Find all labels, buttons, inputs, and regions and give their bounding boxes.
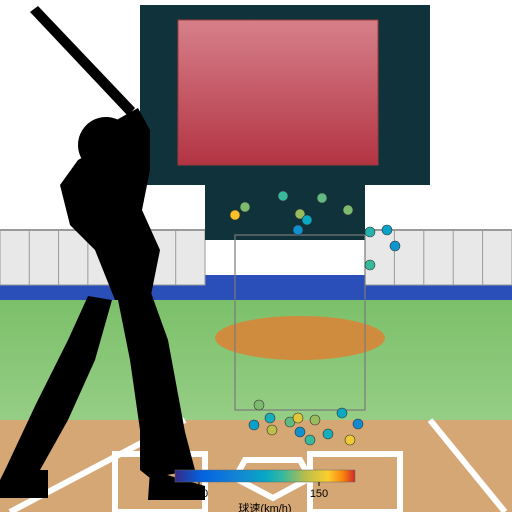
pitch-marker bbox=[310, 415, 320, 425]
pitch-marker bbox=[305, 435, 315, 445]
colorbar bbox=[175, 470, 355, 482]
pitch-marker bbox=[254, 400, 264, 410]
pitch-marker bbox=[337, 408, 347, 418]
stands-right bbox=[365, 230, 512, 285]
pitch-marker bbox=[317, 193, 327, 203]
pitch-marker bbox=[230, 210, 240, 220]
pitch-marker bbox=[240, 202, 250, 212]
pitch-marker bbox=[343, 205, 353, 215]
pitch-marker bbox=[293, 413, 303, 423]
pitch-location-chart: 100 150 球速(km/h) bbox=[0, 0, 512, 512]
colorbar-tick-label: 100 bbox=[190, 488, 208, 500]
pitch-marker bbox=[365, 227, 375, 237]
pitch-marker bbox=[265, 413, 275, 423]
pitch-marker bbox=[278, 191, 288, 201]
pitch-marker bbox=[365, 260, 375, 270]
pitch-marker bbox=[345, 435, 355, 445]
pitch-marker bbox=[353, 419, 363, 429]
colorbar-tick-label: 150 bbox=[310, 488, 328, 500]
pitch-marker bbox=[249, 420, 259, 430]
pitch-marker bbox=[323, 429, 333, 439]
chart-svg: 100 150 球速(km/h) bbox=[0, 0, 512, 512]
colorbar-axis-label: 球速(km/h) bbox=[238, 501, 291, 512]
pitch-marker bbox=[295, 427, 305, 437]
infield-dirt bbox=[0, 420, 512, 512]
pitch-marker bbox=[302, 215, 312, 225]
pitch-marker bbox=[390, 241, 400, 251]
pitchers-mound bbox=[215, 316, 385, 360]
pitch-marker bbox=[267, 425, 277, 435]
pitch-marker bbox=[293, 225, 303, 235]
pitch-marker bbox=[382, 225, 392, 235]
scoreboard-screen bbox=[178, 20, 378, 165]
